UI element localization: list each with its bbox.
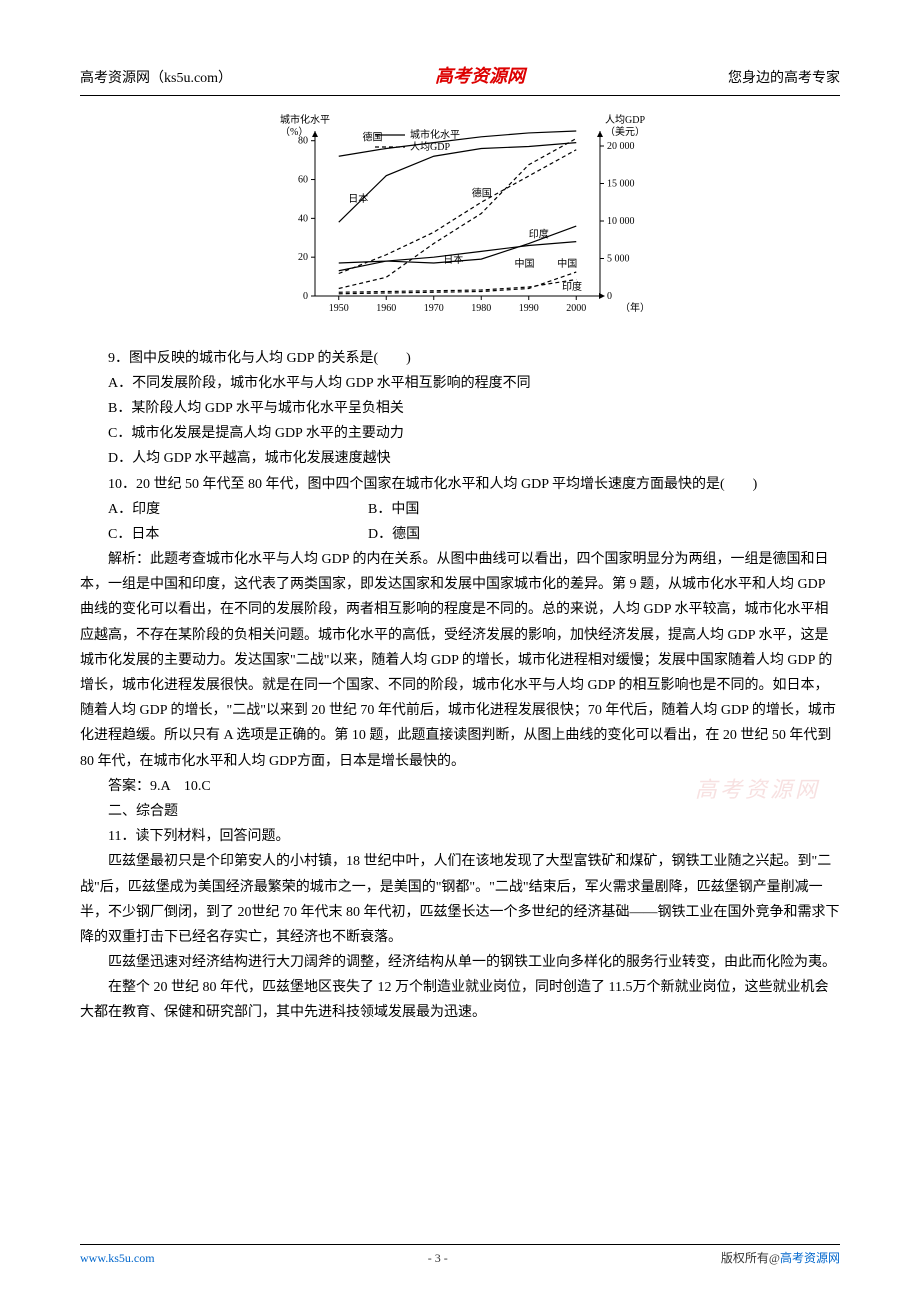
footer-url: www.ks5u.com <box>80 1248 155 1270</box>
q9-opt-a: A．不同发展阶段，城市化水平与人均 GDP 水平相互影响的程度不同 <box>80 371 840 396</box>
svg-text:日本: 日本 <box>348 192 368 205</box>
svg-text:中国: 中国 <box>557 257 577 270</box>
q10-opt-d: D．德国 <box>368 522 628 547</box>
svg-text:20: 20 <box>298 253 308 264</box>
svg-text:20 000: 20 000 <box>607 141 635 152</box>
svg-text:1990: 1990 <box>519 303 539 314</box>
header-right: 您身边的高考专家 <box>728 66 840 91</box>
svg-text:1960: 1960 <box>376 303 396 314</box>
q10-row2: C．日本 D．德国 <box>108 522 840 547</box>
svg-text:0: 0 <box>607 291 612 302</box>
q9-stem: 9．图中反映的城市化与人均 GDP 的关系是( ) <box>80 346 840 371</box>
q11-para2: 匹兹堡迅速对经济结构进行大刀阔斧的调整，经济结构从单一的钢铁工业向多样化的服务行… <box>80 950 840 975</box>
q9-opt-c: C．城市化发展是提高人均 GDP 水平的主要动力 <box>80 421 840 446</box>
svg-text:5 000: 5 000 <box>607 254 630 265</box>
urbanization-gdp-chart: 02040608005 00010 00015 00020 0001950196… <box>260 111 660 321</box>
explanation: 解析：此题考查城市化水平与人均 GDP 的内在关系。从图中曲线可以看出，四个国家… <box>80 547 840 774</box>
q9-opt-d: D．人均 GDP 水平越高，城市化发展速度越快 <box>80 446 840 471</box>
q11-para3: 在整个 20 世纪 80 年代，匹兹堡地区丧失了 12 万个制造业就业岗位，同时… <box>80 975 840 1025</box>
footer-copyright: 版权所有@高考资源网 <box>721 1248 840 1270</box>
footer-right-prefix: 版权所有@ <box>721 1251 780 1265</box>
q11-para1: 匹兹堡最初只是个印第安人的小村镇，18 世纪中叶，人们在该地发现了大型富铁矿和煤… <box>80 849 840 950</box>
watermark: 高考资源网 <box>695 770 820 810</box>
q10-opt-c: C．日本 <box>108 522 368 547</box>
svg-text:1980: 1980 <box>471 303 491 314</box>
q10-row1: A．印度 B．中国 <box>108 497 840 522</box>
svg-text:人均GDP: 人均GDP <box>605 114 645 126</box>
chart-figure: 02040608005 00010 00015 00020 0001950196… <box>80 111 840 330</box>
q10-stem: 10．20 世纪 50 年代至 80 年代，图中四个国家在城市化水平和人均 GD… <box>80 472 840 497</box>
svg-text:（美元）: （美元） <box>605 125 645 138</box>
svg-text:德国: 德国 <box>363 131 383 144</box>
q11-stem: 11．读下列材料，回答问题。 <box>80 824 840 849</box>
footer-page-num: - 3 - <box>428 1248 448 1270</box>
svg-text:40: 40 <box>298 214 308 225</box>
svg-text:（%）: （%） <box>280 126 308 138</box>
svg-text:城市化水平: 城市化水平 <box>410 128 460 141</box>
svg-text:印度: 印度 <box>529 228 549 241</box>
svg-text:15 000: 15 000 <box>607 179 635 190</box>
page-header: 高考资源网（ks5u.com） 高考资源网 您身边的高考专家 <box>80 60 840 96</box>
svg-text:60: 60 <box>298 175 308 186</box>
svg-text:德国: 德国 <box>472 187 492 200</box>
svg-text:城市化水平: 城市化水平 <box>280 113 330 126</box>
svg-text:日本: 日本 <box>443 253 463 266</box>
page-footer: www.ks5u.com - 3 - 版权所有@高考资源网 <box>80 1244 840 1270</box>
q9-opt-b: B．某阶段人均 GDP 水平与城市化水平呈负相关 <box>80 396 840 421</box>
svg-text:1950: 1950 <box>329 303 349 314</box>
svg-text:中国: 中国 <box>515 258 535 271</box>
svg-text:印度: 印度 <box>562 280 582 293</box>
q10-opt-a: A．印度 <box>108 497 368 522</box>
q10-opt-b: B．中国 <box>368 497 628 522</box>
svg-text:（年）: （年） <box>620 301 650 314</box>
svg-text:2000: 2000 <box>566 303 586 314</box>
header-left: 高考资源网（ks5u.com） <box>80 66 232 91</box>
svg-text:1970: 1970 <box>424 303 444 314</box>
header-center: 高考资源网 <box>435 60 525 92</box>
svg-text:0: 0 <box>303 291 308 302</box>
svg-text:10 000: 10 000 <box>607 216 635 227</box>
footer-right-brand: 高考资源网 <box>780 1251 840 1265</box>
